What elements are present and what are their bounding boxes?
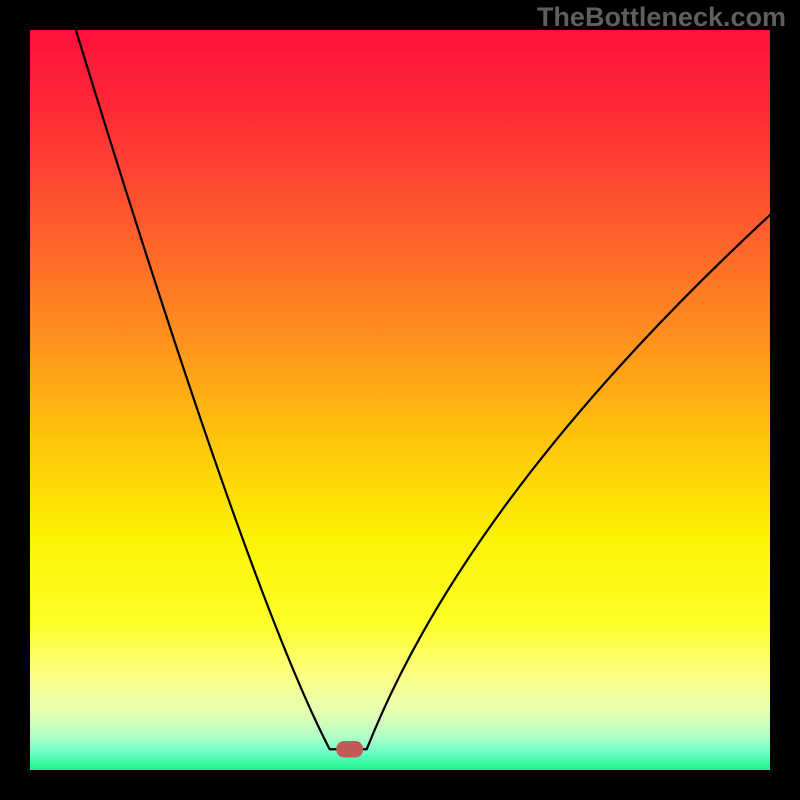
optimum-marker xyxy=(337,742,363,758)
chart-svg xyxy=(0,0,800,800)
chart-stage: TheBottleneck.com xyxy=(0,0,800,800)
plot-gradient xyxy=(30,30,770,770)
